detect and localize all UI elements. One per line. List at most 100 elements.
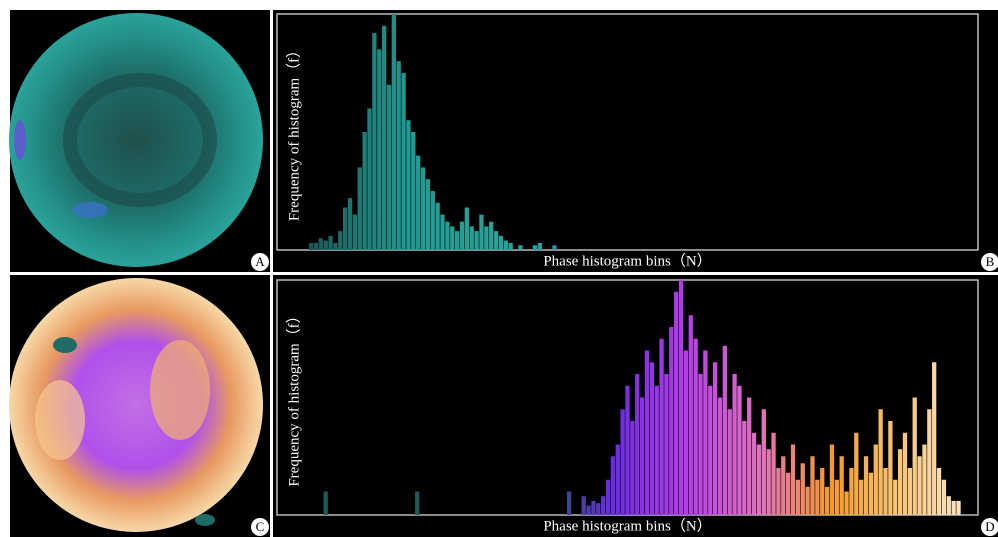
bar bbox=[566, 491, 572, 515]
bar bbox=[420, 167, 426, 250]
bar bbox=[878, 409, 883, 515]
bar bbox=[415, 491, 420, 515]
bar bbox=[712, 362, 718, 515]
bar bbox=[766, 449, 771, 515]
bar bbox=[756, 444, 762, 515]
bar bbox=[834, 479, 839, 515]
bar bbox=[328, 235, 333, 250]
bar bbox=[815, 479, 820, 515]
bar bbox=[932, 362, 937, 515]
panel-label: A bbox=[255, 254, 265, 269]
bar bbox=[888, 421, 893, 515]
bar bbox=[912, 397, 917, 515]
polar-map bbox=[9, 13, 263, 267]
bar bbox=[664, 374, 669, 515]
bar bbox=[693, 338, 698, 515]
bar bbox=[927, 409, 932, 515]
bar bbox=[347, 198, 353, 250]
bar bbox=[703, 350, 708, 515]
bar bbox=[586, 505, 591, 515]
bar bbox=[591, 500, 596, 515]
bar bbox=[805, 486, 810, 515]
bar bbox=[708, 385, 713, 515]
bar bbox=[810, 456, 815, 515]
bar bbox=[956, 500, 961, 515]
bar bbox=[829, 444, 835, 515]
bar bbox=[820, 468, 825, 515]
bar bbox=[776, 468, 781, 515]
panel-label-badge bbox=[251, 253, 269, 271]
bar bbox=[771, 432, 776, 515]
bar bbox=[411, 132, 416, 250]
x-axis-title: Phase histogram bins（N） bbox=[543, 252, 711, 269]
bar bbox=[396, 61, 401, 251]
bar bbox=[907, 468, 912, 515]
bar bbox=[508, 242, 513, 250]
bar bbox=[722, 345, 728, 515]
bar bbox=[333, 242, 338, 250]
bar bbox=[450, 226, 455, 250]
bar bbox=[688, 315, 693, 515]
bar bbox=[732, 374, 737, 515]
panel-label-badge bbox=[251, 518, 269, 536]
bar bbox=[839, 456, 844, 515]
bar bbox=[674, 291, 679, 515]
bar bbox=[897, 449, 903, 515]
bar bbox=[367, 108, 372, 251]
panel-bg bbox=[273, 10, 998, 272]
bar bbox=[635, 374, 640, 515]
bar bbox=[357, 167, 362, 250]
bar bbox=[605, 479, 611, 515]
bar bbox=[727, 409, 732, 515]
y-axis-title: Frequency of histogram（f） bbox=[285, 43, 302, 221]
bar bbox=[620, 409, 625, 515]
bar bbox=[503, 240, 508, 250]
bar bbox=[308, 242, 314, 250]
bar bbox=[781, 456, 786, 515]
bar bbox=[498, 235, 504, 250]
panel-label: C bbox=[256, 519, 265, 534]
bar bbox=[596, 503, 601, 515]
bar bbox=[678, 280, 684, 515]
bar bbox=[644, 350, 650, 515]
bar bbox=[795, 479, 801, 515]
bar bbox=[951, 500, 956, 515]
bar bbox=[625, 385, 630, 515]
bar bbox=[863, 456, 869, 515]
bar bbox=[844, 491, 849, 515]
bar bbox=[683, 350, 689, 515]
bar bbox=[873, 444, 878, 515]
bar bbox=[313, 242, 319, 250]
bar bbox=[318, 238, 323, 250]
bar bbox=[459, 221, 465, 250]
bar bbox=[362, 132, 367, 250]
polar-spot bbox=[35, 380, 85, 460]
bar bbox=[936, 468, 942, 515]
polar-spot bbox=[150, 340, 210, 440]
polar-map-a bbox=[9, 13, 263, 267]
bar bbox=[742, 421, 747, 515]
bar bbox=[552, 245, 557, 250]
bar bbox=[372, 32, 377, 250]
bar bbox=[489, 221, 494, 250]
bar bbox=[440, 214, 445, 250]
bar bbox=[654, 385, 659, 515]
bar bbox=[469, 226, 474, 250]
bar bbox=[401, 73, 406, 250]
bar bbox=[669, 327, 674, 515]
bar bbox=[946, 496, 951, 515]
bar bbox=[917, 456, 922, 515]
bar bbox=[464, 207, 469, 250]
bar bbox=[532, 245, 538, 250]
bar bbox=[425, 179, 431, 250]
bar bbox=[518, 245, 523, 250]
bar bbox=[474, 231, 479, 250]
bar bbox=[386, 84, 392, 250]
bar bbox=[922, 444, 927, 515]
bar bbox=[824, 486, 830, 515]
polar-map-c bbox=[9, 278, 263, 532]
bar bbox=[630, 421, 635, 515]
bar bbox=[581, 496, 586, 515]
bar bbox=[659, 338, 664, 515]
